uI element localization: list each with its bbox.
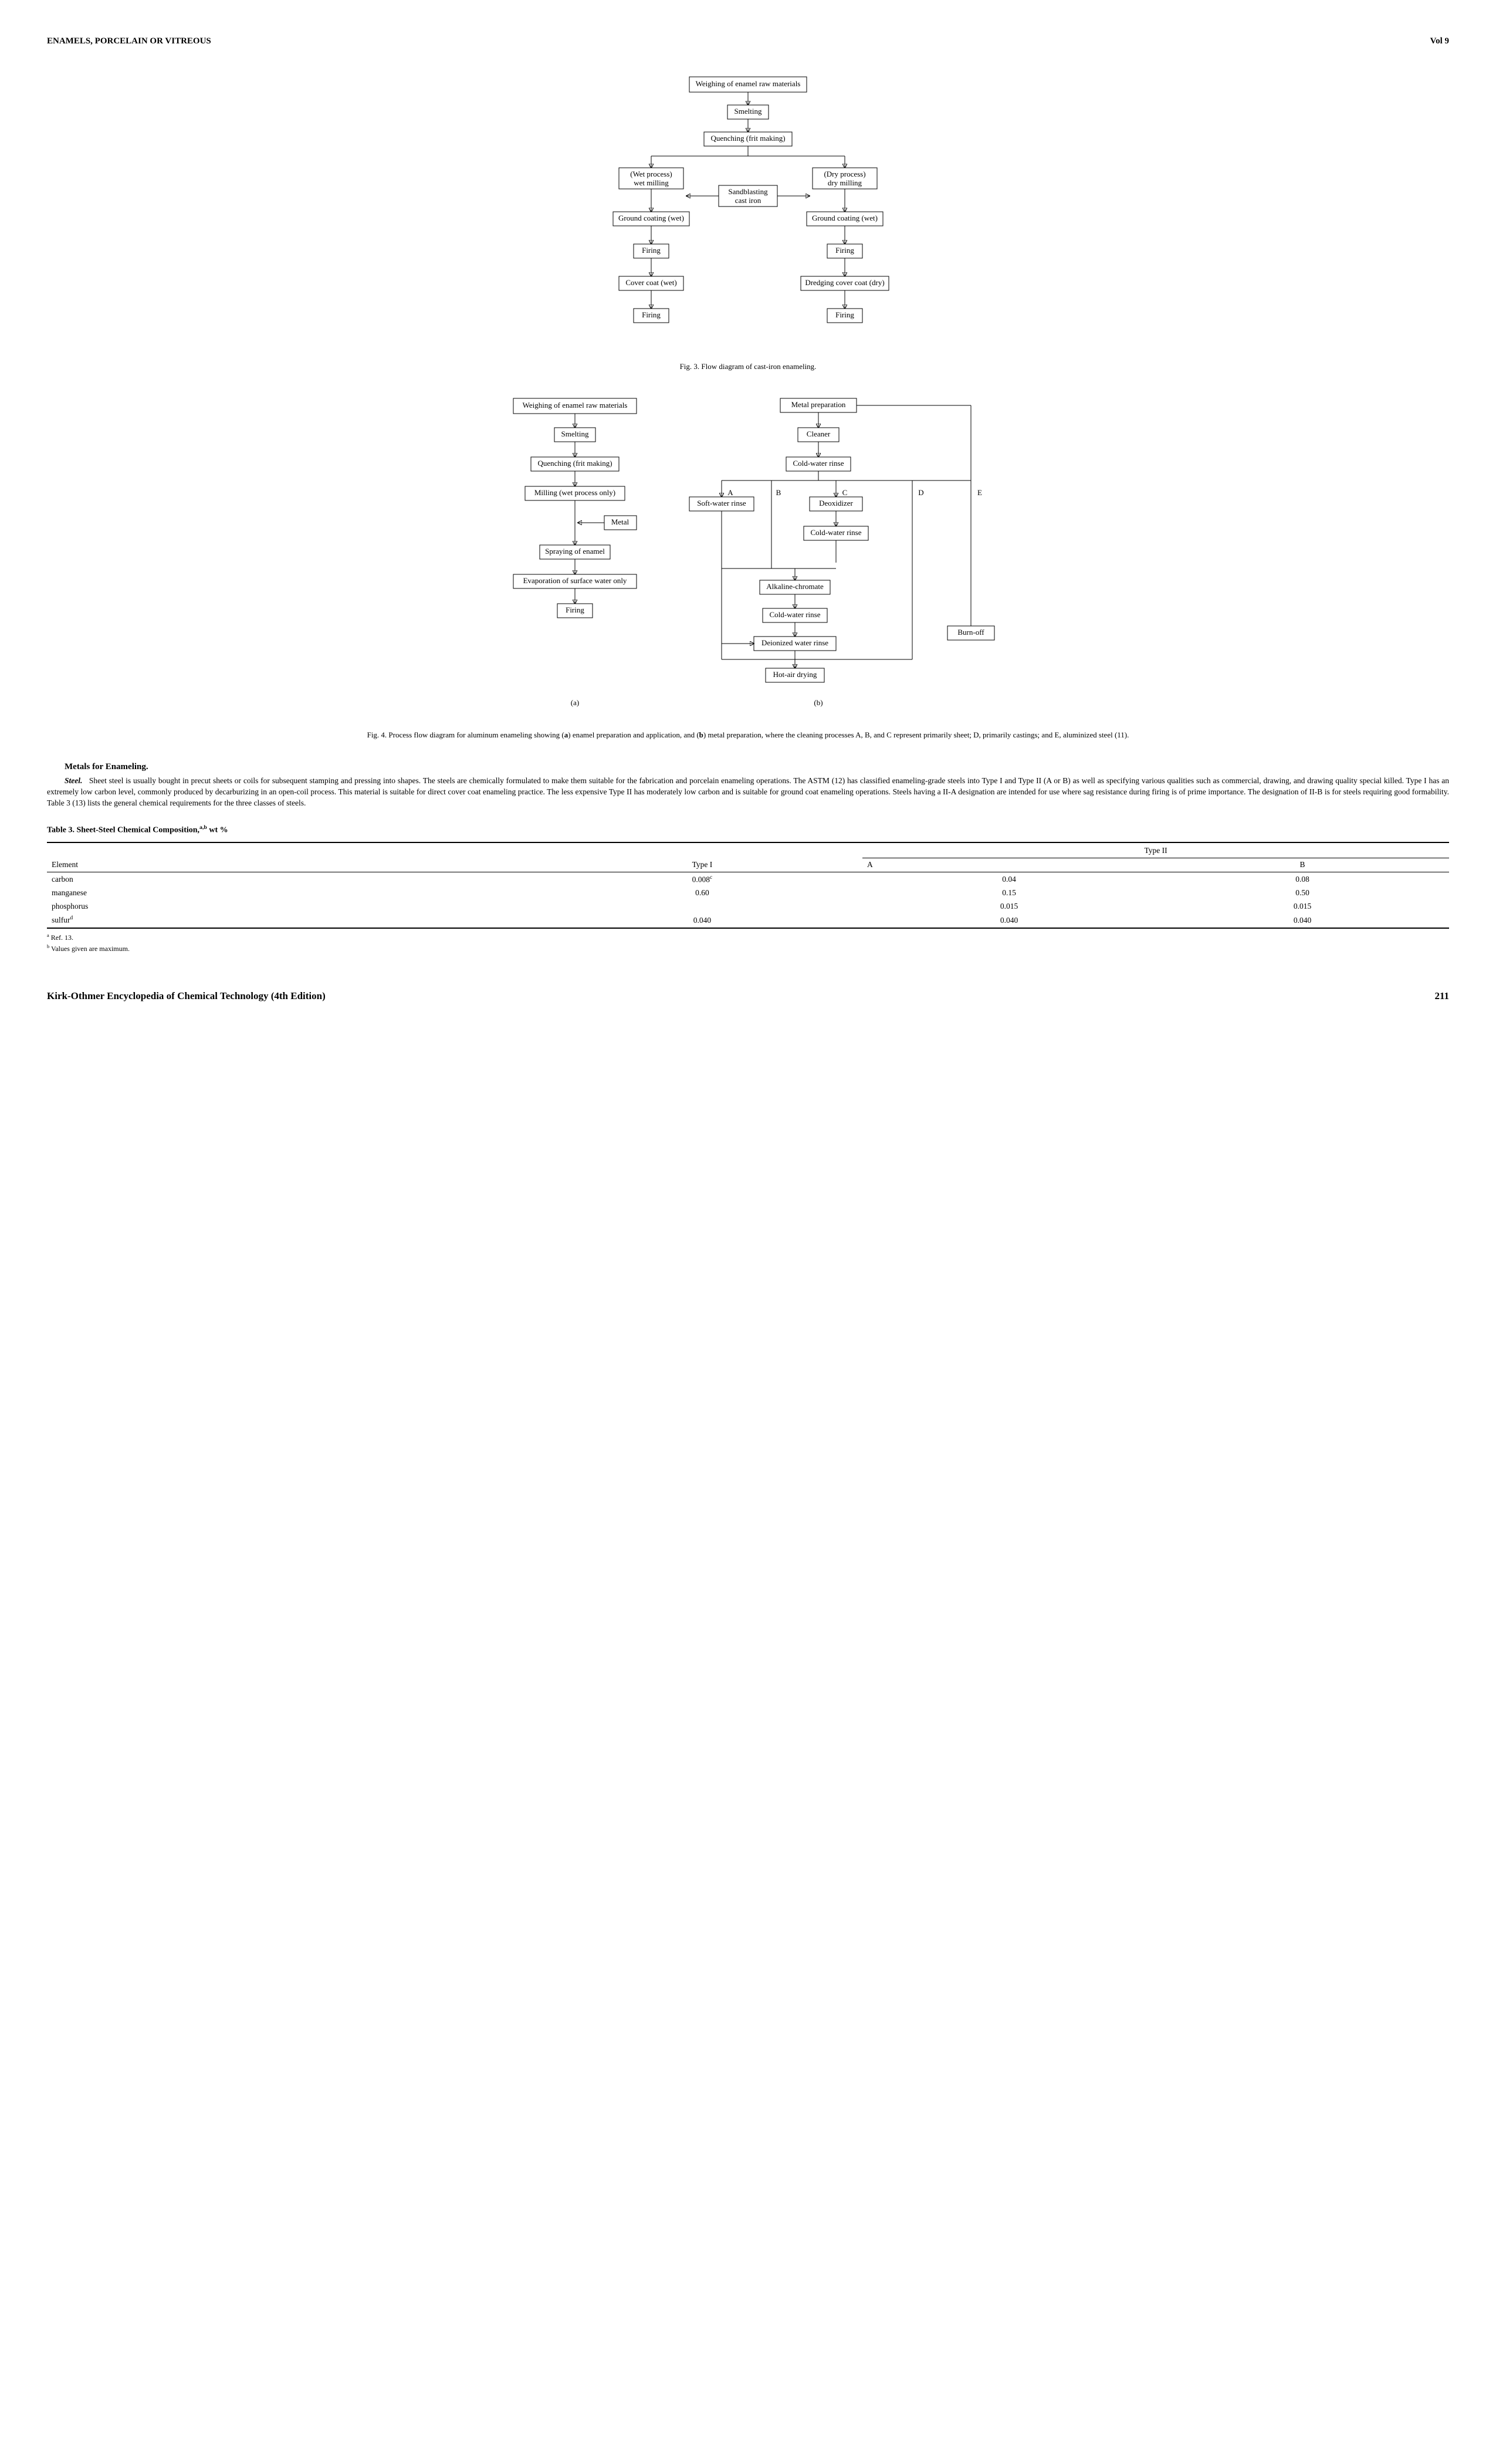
th-type1: Type I — [542, 844, 862, 872]
fig3-n13: Firing — [642, 310, 661, 319]
fig4b-m2: Cleaner — [807, 429, 831, 438]
th-type2: Type II — [862, 844, 1449, 858]
th-b: B — [1156, 858, 1449, 872]
fig4b-labE: E — [977, 488, 982, 497]
fig4b-soft: Soft-water rinse — [697, 499, 746, 507]
fig4b-deion: Deionized water rinse — [761, 638, 828, 647]
fig3-n14: Firing — [835, 310, 854, 319]
footer-right: 211 — [1434, 989, 1449, 1003]
steel-paragraph: Steel. Sheet steel is usually bought in … — [47, 776, 1449, 809]
fig4b-deox: Deoxidizer — [819, 499, 853, 507]
steel-runin: Steel. — [65, 776, 82, 785]
fig4b-labC: C — [842, 488, 848, 497]
fig3-n4b: wet milling — [634, 178, 669, 187]
section-heading: Metals for Enameling. — [65, 761, 1449, 773]
th-a: A — [862, 858, 1156, 872]
fig4b-burn: Burn-off — [957, 628, 984, 637]
table-row: sulfurd0.0400.0400.040 — [47, 913, 1449, 928]
fig3-n8: Ground coating (wet) — [812, 214, 878, 222]
fig3-n10: Firing — [835, 246, 854, 255]
fig4a-n3: Quenching (frit making) — [537, 459, 612, 468]
fig3-n9: Firing — [642, 246, 661, 255]
fig3-n3: Quenching (frit making) — [710, 134, 785, 143]
fig4-label-a: (a) — [571, 698, 579, 707]
fig3-n5b: dry milling — [828, 178, 862, 187]
table3: Element Type I Type II A B carbon0.008c0… — [47, 842, 1449, 929]
fig4b-m3: Cold-water rinse — [793, 459, 844, 468]
page-header: ENAMELS, PORCELAIN OR VITREOUS Vol 9 — [47, 35, 1449, 48]
table-row: manganese0.600.150.50 — [47, 886, 1449, 900]
fig4a-n2: Smelting — [561, 429, 589, 438]
fig4a-n1: Weighing of enamel raw materials — [523, 401, 628, 409]
fig4b-alk: Alkaline-chromate — [766, 582, 824, 591]
fig4a-n4: Milling (wet process only) — [534, 488, 615, 497]
fig3-n11: Cover coat (wet) — [625, 278, 676, 287]
fig4b-labB: B — [776, 488, 781, 497]
th-element: Element — [47, 844, 542, 872]
page-footer: Kirk-Othmer Encyclopedia of Chemical Tec… — [47, 989, 1449, 1003]
footer-left: Kirk-Othmer Encyclopedia of Chemical Tec… — [47, 989, 326, 1003]
fig4-flowchart: Weighing of enamel raw materials Smeltin… — [490, 392, 1006, 721]
fig4a-n7: Firing — [566, 605, 584, 614]
fig3-n6: Sandblasting — [728, 187, 768, 196]
table-row: phosphorus0.0150.015 — [47, 900, 1449, 913]
fig4-caption: Fig. 4. Process flow diagram for aluminu… — [47, 730, 1449, 740]
fig4b-hot: Hot-air drying — [773, 670, 817, 679]
fig3-n4a: (Wet process) — [630, 170, 672, 178]
fig3-n1: Weighing of enamel raw materials — [696, 79, 801, 88]
fig3-n2: Smelting — [735, 107, 762, 116]
fig4b-m1: Metal preparation — [791, 400, 846, 409]
fig4a-n6: Evaporation of surface water only — [523, 576, 627, 585]
fig4b-cwr2: Cold-water rinse — [810, 528, 861, 537]
fig4b-labA: A — [727, 488, 733, 497]
fig3-n7: Ground coating (wet) — [618, 214, 684, 222]
table-row: carbon0.008c0.040.08 — [47, 873, 1449, 886]
fig3-n6b: cast iron — [735, 196, 761, 205]
fig4a-n5: Spraying of enamel — [545, 547, 605, 556]
fig4b-cwr3: Cold-water rinse — [769, 610, 820, 619]
fig3-caption: Fig. 3. Flow diagram of cast-iron enamel… — [47, 361, 1449, 372]
fig3-n5a: (Dry process) — [824, 170, 865, 178]
fig4b-labD: D — [918, 488, 923, 497]
table3-footnotes: a Ref. 13. b Values given are maximum. — [47, 932, 1449, 955]
header-left: ENAMELS, PORCELAIN OR VITREOUS — [47, 35, 211, 48]
table3-title: Table 3. Sheet-Steel Chemical Compositio… — [47, 824, 1449, 836]
fig4-label-b: (b) — [814, 698, 823, 707]
steel-body: Sheet steel is usually bought in precut … — [47, 776, 1449, 807]
fig3-n12: Dredging cover coat (dry) — [805, 278, 884, 287]
fig3-flowchart: Weighing of enamel raw materials Smeltin… — [557, 71, 939, 353]
fig4a-metal: Metal — [611, 517, 629, 526]
header-right: Vol 9 — [1430, 35, 1449, 48]
